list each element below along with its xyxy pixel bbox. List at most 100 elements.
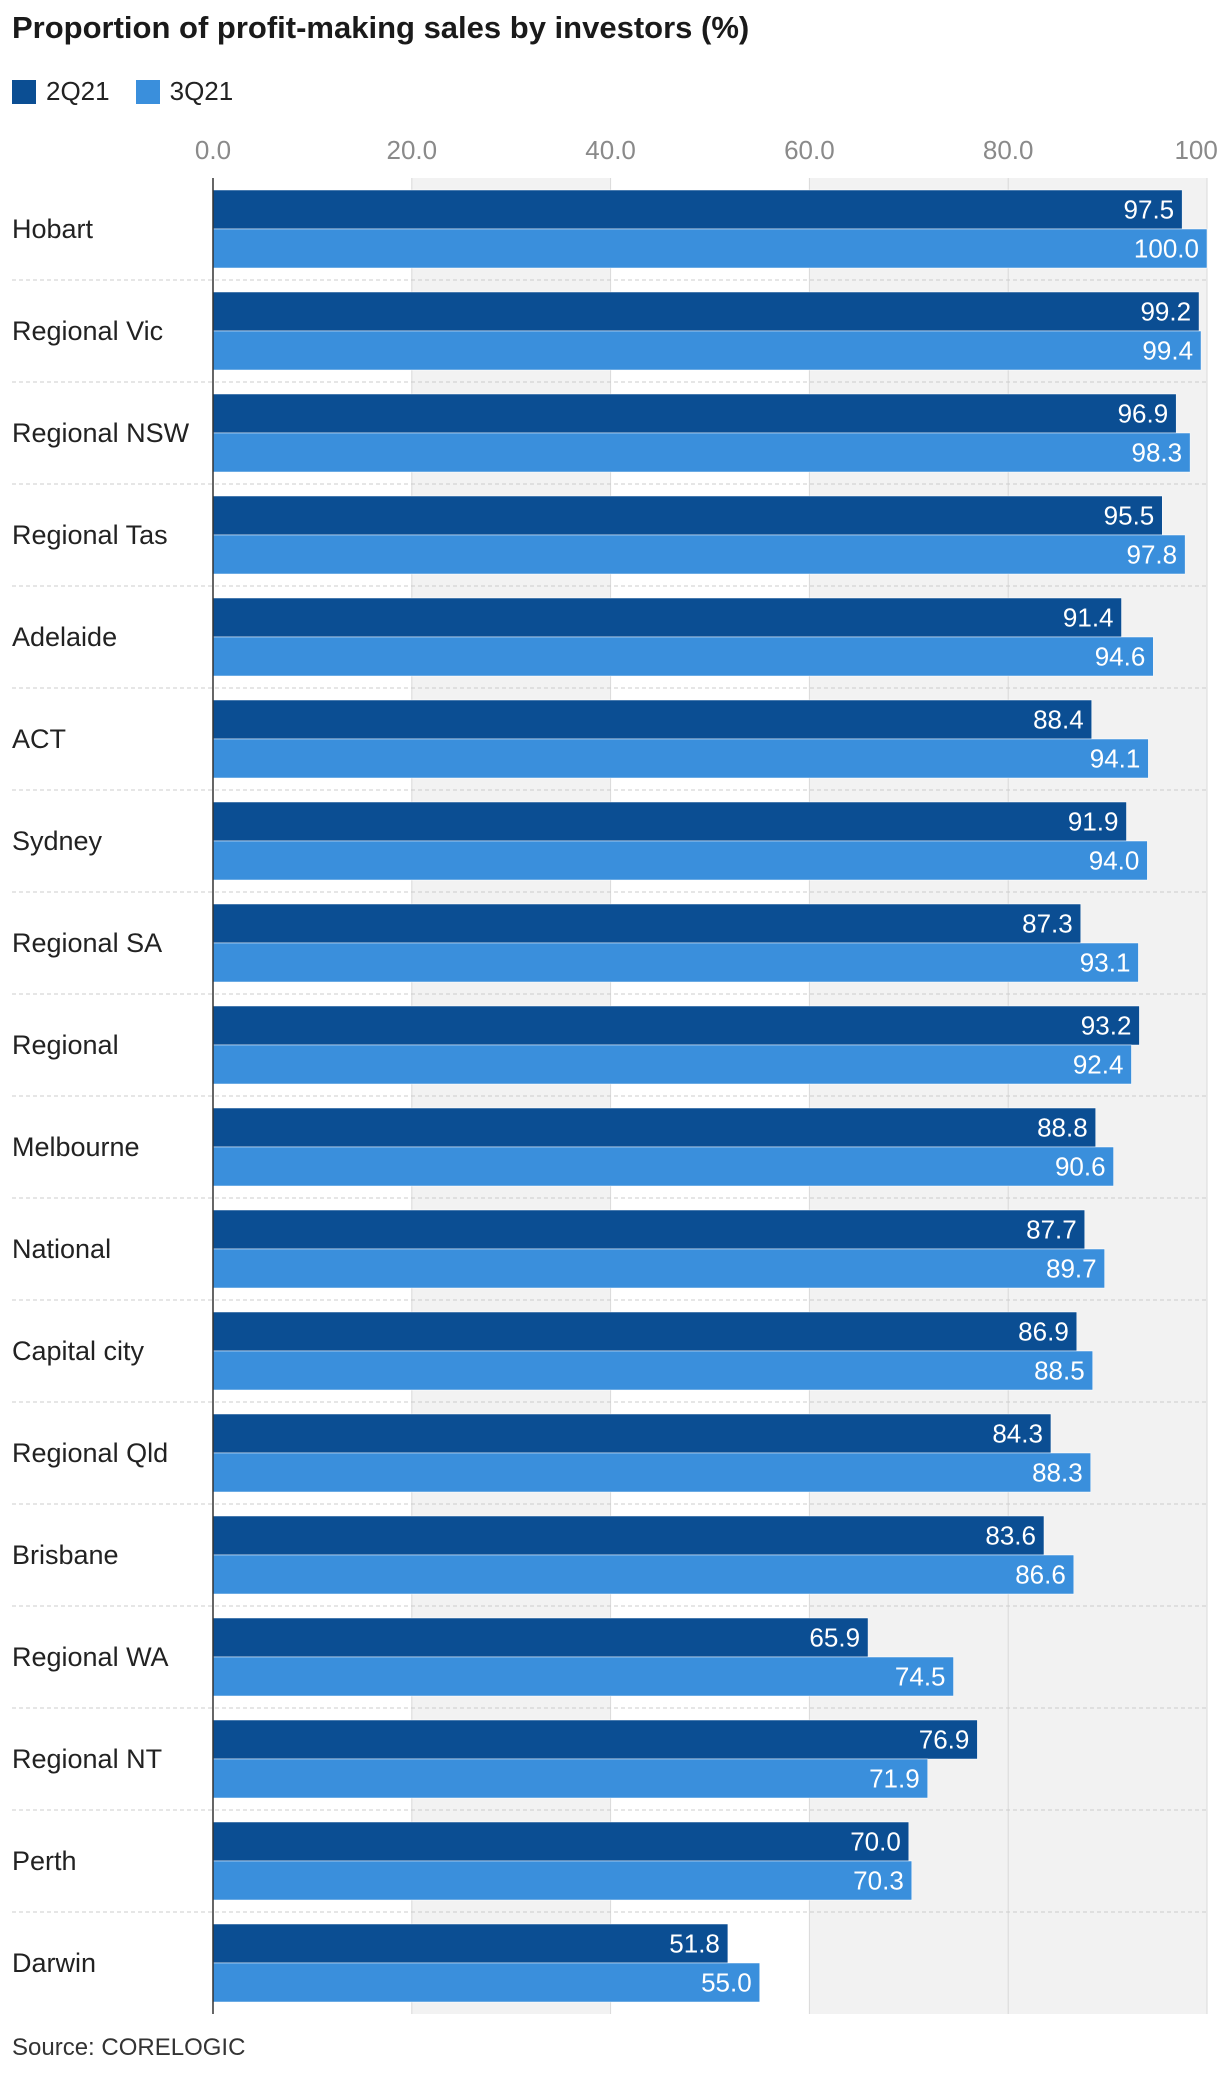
category-label: Regional SA	[12, 928, 162, 958]
bar	[212, 1719, 978, 1760]
legend-label-2q21: 2Q21	[46, 76, 110, 106]
bar	[212, 1452, 1091, 1493]
data-label: 84.3	[992, 1419, 1043, 1449]
data-label: 88.8	[1037, 1113, 1088, 1143]
category-label: Regional WA	[12, 1642, 169, 1672]
category-label: Adelaide	[12, 622, 117, 652]
bar	[212, 330, 1202, 371]
data-label: 51.8	[669, 1929, 720, 1959]
category-label: Capital city	[12, 1336, 145, 1366]
bar	[212, 534, 1186, 575]
bar	[212, 597, 1122, 638]
data-label: 92.4	[1073, 1050, 1124, 1080]
bar	[212, 942, 1139, 983]
bar	[212, 1413, 1052, 1454]
category-label: Regional Vic	[12, 316, 163, 346]
data-label: 88.5	[1034, 1356, 1085, 1386]
bar	[212, 1821, 910, 1862]
bar	[212, 1146, 1114, 1187]
bar	[212, 1617, 869, 1658]
category-label: Melbourne	[12, 1132, 140, 1162]
legend: 2Q21 3Q21	[12, 76, 233, 107]
data-label: 90.6	[1055, 1152, 1106, 1182]
data-label: 97.5	[1124, 195, 1175, 225]
bar	[212, 1044, 1132, 1085]
data-label: 86.6	[1015, 1560, 1066, 1590]
data-label: 74.5	[895, 1662, 946, 1692]
data-label: 95.5	[1104, 501, 1155, 531]
bar	[212, 903, 1082, 944]
data-label: 94.6	[1095, 642, 1146, 672]
category-label: Regional Tas	[12, 520, 168, 550]
data-label: 100.0	[1134, 234, 1199, 264]
data-label: 55.0	[701, 1968, 752, 1998]
data-label: 76.9	[919, 1725, 970, 1755]
category-label: Regional	[12, 1030, 119, 1060]
bar	[212, 1656, 954, 1697]
legend-swatch-2q21	[12, 79, 36, 104]
category-label: National	[12, 1234, 111, 1264]
data-label: 87.3	[1022, 909, 1073, 939]
bar	[212, 1248, 1105, 1289]
data-label: 88.3	[1032, 1458, 1083, 1488]
tick-label: 80.0	[983, 135, 1034, 165]
bar	[212, 495, 1163, 536]
bar	[212, 189, 1183, 230]
category-label: Darwin	[12, 1948, 96, 1978]
bar	[212, 636, 1154, 677]
bar	[212, 1107, 1096, 1148]
data-label: 93.1	[1080, 948, 1131, 978]
data-label: 65.9	[809, 1623, 860, 1653]
tick-label: 0.0	[195, 135, 231, 165]
data-label: 96.9	[1118, 399, 1169, 429]
bar	[212, 432, 1191, 473]
bar	[212, 291, 1200, 332]
tick-label: 20.0	[386, 135, 437, 165]
legend-item-2q21: 2Q21	[12, 76, 110, 107]
data-label: 87.7	[1026, 1215, 1077, 1245]
data-label: 94.0	[1089, 846, 1140, 876]
data-label: 71.9	[869, 1764, 920, 1794]
data-label: 91.9	[1068, 807, 1119, 837]
tick-label: 40.0	[585, 135, 636, 165]
category-label: Hobart	[12, 214, 94, 244]
legend-item-3q21: 3Q21	[135, 76, 233, 107]
data-label: 97.8	[1127, 540, 1178, 570]
category-label: Brisbane	[12, 1540, 119, 1570]
chart-title: Proportion of profit-making sales by inv…	[12, 10, 750, 45]
tick-label: 100.0	[1174, 135, 1220, 165]
data-label: 98.3	[1131, 438, 1182, 468]
bar	[212, 1350, 1093, 1391]
data-label: 83.6	[985, 1521, 1036, 1551]
bar	[212, 1758, 928, 1799]
bar	[212, 1923, 729, 1964]
category-label: Regional NSW	[12, 418, 190, 448]
category-label: Sydney	[12, 826, 103, 856]
data-label: 94.1	[1090, 744, 1141, 774]
data-label: 86.9	[1018, 1317, 1069, 1347]
data-label: 70.3	[853, 1866, 904, 1896]
tick-label: 60.0	[784, 135, 835, 165]
bar	[212, 801, 1127, 842]
bar	[212, 699, 1092, 740]
bar	[212, 228, 1208, 269]
category-label: Regional Qld	[12, 1438, 168, 1468]
bar	[212, 1005, 1140, 1046]
source-note: Source: CORELOGIC	[12, 2034, 246, 2061]
legend-swatch-3q21	[135, 79, 160, 104]
data-label: 89.7	[1046, 1254, 1097, 1284]
bar	[212, 1515, 1045, 1556]
bar	[212, 1209, 1085, 1250]
category-label: Perth	[12, 1846, 77, 1876]
data-label: 99.2	[1140, 297, 1191, 327]
bar	[212, 393, 1177, 434]
bar	[212, 1860, 913, 1901]
bar	[212, 1311, 1078, 1352]
data-label: 70.0	[850, 1827, 901, 1857]
category-label: Regional NT	[12, 1744, 162, 1774]
bar	[212, 1962, 760, 2003]
category-label: ACT	[12, 724, 66, 754]
data-label: 91.4	[1063, 603, 1114, 633]
bar	[212, 1554, 1075, 1595]
